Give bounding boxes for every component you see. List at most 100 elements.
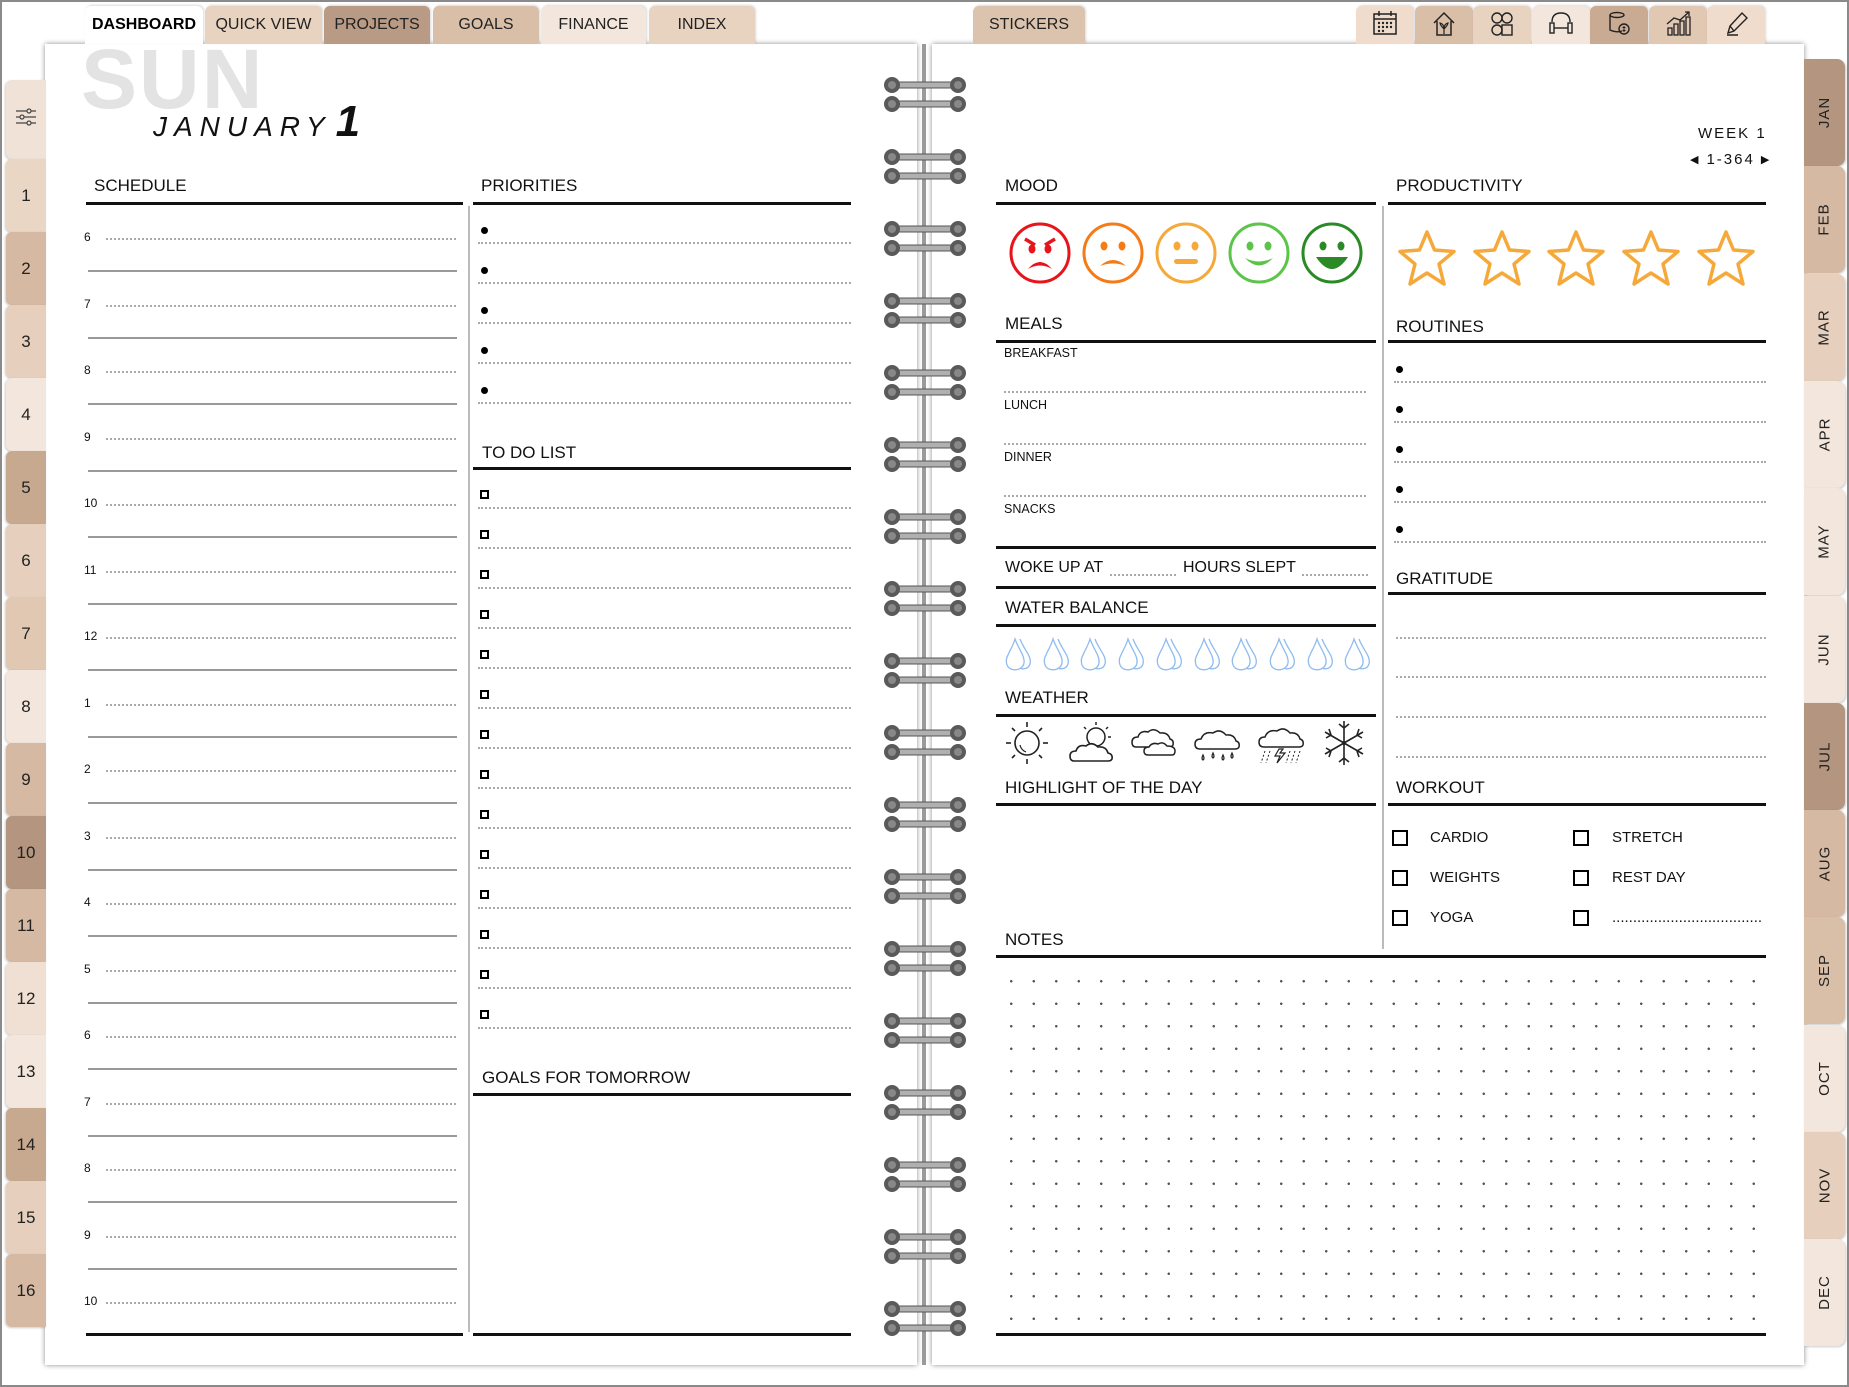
gratitude-line[interactable] bbox=[1396, 676, 1766, 678]
day-tab-2[interactable]: 2 bbox=[6, 232, 46, 305]
todo-line[interactable] bbox=[478, 987, 851, 989]
prev-week-arrow-icon[interactable]: ◀ bbox=[1690, 154, 1701, 166]
pencil-tab[interactable] bbox=[1707, 6, 1765, 44]
media-apps-tab[interactable] bbox=[1473, 6, 1531, 44]
partly-cloudy-icon[interactable] bbox=[1068, 719, 1116, 772]
sad-face-icon[interactable] bbox=[1081, 221, 1145, 290]
sun-icon[interactable] bbox=[1003, 719, 1051, 772]
star-icon[interactable] bbox=[1695, 228, 1757, 295]
star-icon[interactable] bbox=[1396, 228, 1458, 295]
todo-line[interactable] bbox=[478, 707, 851, 709]
day-tab-4[interactable]: 4 bbox=[6, 378, 46, 451]
priority-line[interactable] bbox=[478, 322, 851, 324]
workout-checkbox[interactable] bbox=[1573, 830, 1589, 846]
neutral-face-icon[interactable] bbox=[1154, 221, 1218, 290]
priority-line[interactable] bbox=[478, 282, 851, 284]
angry-face-icon[interactable] bbox=[1008, 221, 1072, 290]
notes-dot-grid[interactable] bbox=[1000, 970, 1770, 1320]
water-drop-icon[interactable] bbox=[1042, 636, 1072, 677]
workout-checkbox[interactable] bbox=[1573, 870, 1589, 886]
star-icon[interactable] bbox=[1620, 228, 1682, 295]
day-tab-10[interactable]: 10 bbox=[6, 816, 46, 889]
month-tab-oct[interactable]: OCT bbox=[1804, 1024, 1845, 1132]
day-tab-11[interactable]: 11 bbox=[6, 889, 46, 962]
todo-line[interactable] bbox=[478, 627, 851, 629]
gratitude-line[interactable] bbox=[1396, 637, 1766, 639]
todo-line[interactable] bbox=[478, 587, 851, 589]
todo-checkbox[interactable] bbox=[480, 490, 489, 499]
month-tab-aug[interactable]: AUG bbox=[1804, 810, 1845, 918]
schedule-entry-line[interactable] bbox=[106, 903, 456, 905]
woke-up-input[interactable] bbox=[1110, 574, 1176, 576]
workout-checkbox[interactable] bbox=[1392, 830, 1408, 846]
growth-chart-tab[interactable] bbox=[1648, 6, 1707, 44]
month-tab-mar[interactable]: MAR bbox=[1804, 273, 1845, 381]
workout-checkbox[interactable] bbox=[1392, 910, 1408, 926]
priority-line[interactable] bbox=[478, 242, 851, 244]
schedule-entry-line[interactable] bbox=[106, 969, 456, 972]
meal-entry-line[interactable] bbox=[1004, 391, 1366, 393]
day-tab-8[interactable]: 8 bbox=[6, 670, 46, 743]
todo-line[interactable] bbox=[478, 907, 851, 909]
schedule-entry-line[interactable] bbox=[106, 437, 456, 440]
workout-checkbox[interactable] bbox=[1392, 870, 1408, 886]
settings-tab[interactable] bbox=[6, 80, 46, 159]
todo-checkbox[interactable] bbox=[480, 890, 489, 899]
priority-line[interactable] bbox=[478, 362, 851, 364]
month-tab-sep[interactable]: SEP bbox=[1804, 917, 1845, 1025]
water-drop-icon[interactable] bbox=[1230, 636, 1260, 677]
day-tab-7[interactable]: 7 bbox=[6, 597, 46, 670]
routine-line[interactable] bbox=[1394, 541, 1766, 543]
routine-line[interactable] bbox=[1394, 461, 1766, 463]
meal-entry-line[interactable] bbox=[1004, 443, 1366, 445]
workout-checkbox[interactable] bbox=[1573, 910, 1589, 926]
routine-line[interactable] bbox=[1394, 501, 1766, 503]
todo-line[interactable] bbox=[478, 947, 851, 949]
todo-line[interactable] bbox=[478, 827, 851, 829]
todo-checkbox[interactable] bbox=[480, 650, 489, 659]
todo-checkbox[interactable] bbox=[480, 730, 489, 739]
month-tab-feb[interactable]: FEB bbox=[1804, 166, 1845, 274]
home-plant-tab[interactable] bbox=[1414, 6, 1473, 44]
day-tab-16[interactable]: 16 bbox=[6, 1254, 46, 1327]
rain-icon[interactable] bbox=[1193, 719, 1241, 772]
water-drop-icon[interactable] bbox=[1306, 636, 1336, 677]
todo-checkbox[interactable] bbox=[480, 530, 489, 539]
thunderstorm-icon[interactable] bbox=[1257, 719, 1305, 772]
schedule-entry-line[interactable] bbox=[106, 637, 456, 639]
schedule-entry-line[interactable] bbox=[106, 1036, 456, 1038]
routine-line[interactable] bbox=[1394, 381, 1766, 383]
todo-checkbox[interactable] bbox=[480, 1010, 489, 1019]
todo-checkbox[interactable] bbox=[480, 850, 489, 859]
day-tab-12[interactable]: 12 bbox=[6, 962, 46, 1035]
month-tab-jun[interactable]: JUN bbox=[1804, 595, 1845, 703]
todo-line[interactable] bbox=[478, 867, 851, 869]
day-tab-5[interactable]: 5 bbox=[6, 451, 46, 524]
routine-line[interactable] bbox=[1394, 421, 1766, 423]
schedule-entry-line[interactable] bbox=[106, 1169, 456, 1171]
star-icon[interactable] bbox=[1545, 228, 1607, 295]
schedule-entry-line[interactable] bbox=[106, 304, 456, 307]
grin-face-icon[interactable] bbox=[1300, 221, 1364, 290]
todo-checkbox[interactable] bbox=[480, 970, 489, 979]
day-tab-6[interactable]: 6 bbox=[6, 524, 46, 597]
tab-finance[interactable]: FINANCE bbox=[541, 6, 646, 44]
tab-dashboard[interactable]: DASHBOARD bbox=[85, 6, 203, 44]
water-drop-icon[interactable] bbox=[1079, 636, 1109, 677]
snowflake-icon[interactable] bbox=[1320, 719, 1368, 772]
day-tab-9[interactable]: 9 bbox=[6, 743, 46, 816]
todo-line[interactable] bbox=[478, 747, 851, 749]
water-drop-icon[interactable] bbox=[1117, 636, 1147, 677]
tab-projects[interactable]: PROJECTS bbox=[324, 6, 430, 44]
cloudy-icon[interactable] bbox=[1130, 719, 1178, 772]
priority-line[interactable] bbox=[478, 402, 851, 404]
todo-line[interactable] bbox=[478, 787, 851, 789]
fitness-dumbbell-tab[interactable] bbox=[1531, 6, 1590, 44]
schedule-entry-line[interactable] bbox=[106, 1235, 456, 1238]
schedule-entry-line[interactable] bbox=[106, 770, 456, 772]
day-tab-3[interactable]: 3 bbox=[6, 305, 46, 378]
month-tab-jul[interactable]: JUL bbox=[1804, 702, 1845, 810]
water-drop-icon[interactable] bbox=[1343, 636, 1373, 677]
hours-slept-input[interactable] bbox=[1302, 574, 1368, 576]
water-drop-icon[interactable] bbox=[1193, 636, 1223, 677]
